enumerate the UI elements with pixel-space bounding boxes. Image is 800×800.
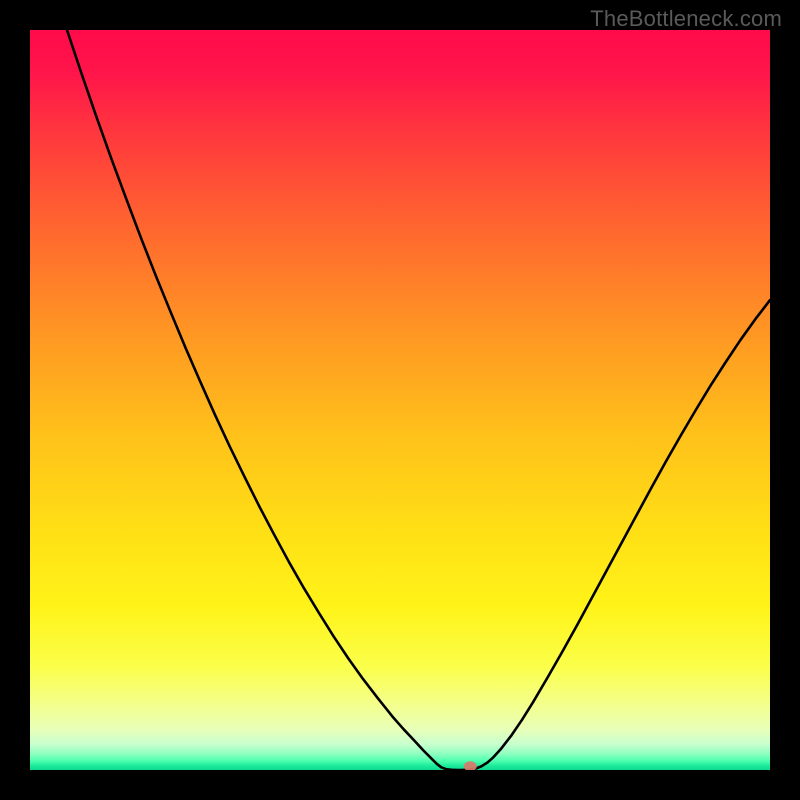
bottleneck-curve-chart (30, 30, 770, 770)
gradient-background (30, 30, 770, 770)
chart-plot-area (30, 30, 770, 770)
site-watermark: TheBottleneck.com (590, 6, 782, 32)
